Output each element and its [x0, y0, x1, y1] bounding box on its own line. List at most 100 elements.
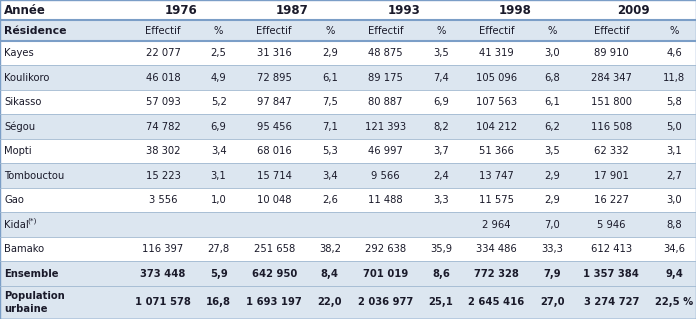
Text: 107 563: 107 563: [476, 97, 517, 107]
Text: 13 747: 13 747: [479, 171, 514, 181]
Text: 4,6: 4,6: [666, 48, 682, 58]
Text: Sikasso: Sikasso: [4, 97, 42, 107]
Text: 151 800: 151 800: [591, 97, 632, 107]
Text: 7,1: 7,1: [322, 122, 338, 132]
Text: 11,8: 11,8: [663, 73, 685, 83]
Text: 612 413: 612 413: [591, 244, 632, 254]
Text: Résidence: Résidence: [4, 26, 67, 35]
Text: 2009: 2009: [617, 4, 649, 17]
Text: 3,1: 3,1: [211, 171, 226, 181]
Text: 292 638: 292 638: [365, 244, 406, 254]
Text: 642 950: 642 950: [251, 269, 296, 279]
Text: 3,5: 3,5: [433, 48, 449, 58]
Text: 51 366: 51 366: [479, 146, 514, 156]
Text: Effectif: Effectif: [145, 26, 181, 35]
Text: 57 093: 57 093: [145, 97, 180, 107]
Text: 80 887: 80 887: [368, 97, 402, 107]
Bar: [0, 0, 696, 20]
Text: 1 693 197: 1 693 197: [246, 297, 302, 308]
Text: 2,9: 2,9: [544, 171, 560, 181]
Text: Ensemble: Ensemble: [4, 269, 58, 279]
Text: 284 347: 284 347: [591, 73, 632, 83]
Text: 8,6: 8,6: [432, 269, 450, 279]
Bar: [0, 212, 696, 237]
Text: 1993: 1993: [387, 4, 420, 17]
Text: 3,4: 3,4: [322, 171, 338, 181]
Text: Année: Année: [4, 4, 46, 17]
Text: 1998: 1998: [498, 4, 531, 17]
Text: 5,3: 5,3: [322, 146, 338, 156]
Text: 48 875: 48 875: [368, 48, 403, 58]
Text: 3,3: 3,3: [433, 195, 449, 205]
Text: 15 223: 15 223: [145, 171, 180, 181]
Text: 1 071 578: 1 071 578: [135, 297, 191, 308]
Text: 121 393: 121 393: [365, 122, 406, 132]
Bar: [0, 262, 696, 286]
Text: 373 448: 373 448: [141, 269, 186, 279]
Text: 105 096: 105 096: [476, 73, 517, 83]
Text: 27,0: 27,0: [540, 297, 564, 308]
Text: 3,5: 3,5: [544, 146, 560, 156]
Bar: [0, 41, 696, 65]
Text: 2,5: 2,5: [211, 48, 227, 58]
Text: 2 645 416: 2 645 416: [468, 297, 525, 308]
Bar: [0, 139, 696, 163]
Text: %: %: [214, 26, 223, 35]
Text: 5,2: 5,2: [211, 97, 227, 107]
Bar: [0, 286, 696, 319]
Text: Effectif: Effectif: [594, 26, 629, 35]
Text: 3,4: 3,4: [211, 146, 226, 156]
Text: (*): (*): [27, 217, 37, 224]
Text: 701 019: 701 019: [363, 269, 408, 279]
Text: 97 847: 97 847: [257, 97, 292, 107]
Text: 3,0: 3,0: [666, 195, 682, 205]
Text: 41 319: 41 319: [479, 48, 514, 58]
Text: 10 048: 10 048: [257, 195, 292, 205]
Bar: [0, 188, 696, 212]
Bar: [0, 65, 696, 90]
Bar: [0, 115, 696, 139]
Text: 11 488: 11 488: [368, 195, 403, 205]
Text: 46 997: 46 997: [368, 146, 403, 156]
Text: 1,0: 1,0: [211, 195, 226, 205]
Text: 95 456: 95 456: [257, 122, 292, 132]
Text: 251 658: 251 658: [253, 244, 295, 254]
Text: 5,0: 5,0: [666, 122, 682, 132]
Text: 5 946: 5 946: [597, 220, 626, 230]
Text: 5,9: 5,9: [209, 269, 228, 279]
Text: 62 332: 62 332: [594, 146, 628, 156]
Text: 2,4: 2,4: [433, 171, 449, 181]
Text: 74 782: 74 782: [145, 122, 180, 132]
Text: 8,2: 8,2: [433, 122, 449, 132]
Text: 6,9: 6,9: [211, 122, 227, 132]
Text: 46 018: 46 018: [145, 73, 180, 83]
Text: 33,3: 33,3: [541, 244, 563, 254]
Text: 11 575: 11 575: [479, 195, 514, 205]
Text: %: %: [325, 26, 335, 35]
Text: 8,8: 8,8: [666, 220, 682, 230]
Text: 15 714: 15 714: [257, 171, 292, 181]
Text: 2 036 977: 2 036 977: [358, 297, 413, 308]
Text: Gao: Gao: [4, 195, 24, 205]
Text: 3,1: 3,1: [666, 146, 682, 156]
Text: 22,5 %: 22,5 %: [655, 297, 693, 308]
Text: Kidal: Kidal: [4, 220, 29, 230]
Text: %: %: [436, 26, 445, 35]
Text: 27,8: 27,8: [207, 244, 230, 254]
Text: 1 357 384: 1 357 384: [583, 269, 639, 279]
Text: 7,9: 7,9: [544, 269, 561, 279]
Text: 16 227: 16 227: [594, 195, 628, 205]
Text: 9 566: 9 566: [371, 171, 400, 181]
Text: 38,2: 38,2: [319, 244, 341, 254]
Text: 2,6: 2,6: [322, 195, 338, 205]
Text: Bamako: Bamako: [4, 244, 45, 254]
Text: 1976: 1976: [165, 4, 198, 17]
Bar: [0, 237, 696, 262]
Text: 6,2: 6,2: [544, 122, 560, 132]
Text: 8,4: 8,4: [321, 269, 339, 279]
Text: Koulikoro: Koulikoro: [4, 73, 49, 83]
Text: Ségou: Ségou: [4, 122, 35, 132]
Text: 17 901: 17 901: [594, 171, 628, 181]
Text: 2,9: 2,9: [322, 48, 338, 58]
Text: 3 556: 3 556: [149, 195, 177, 205]
